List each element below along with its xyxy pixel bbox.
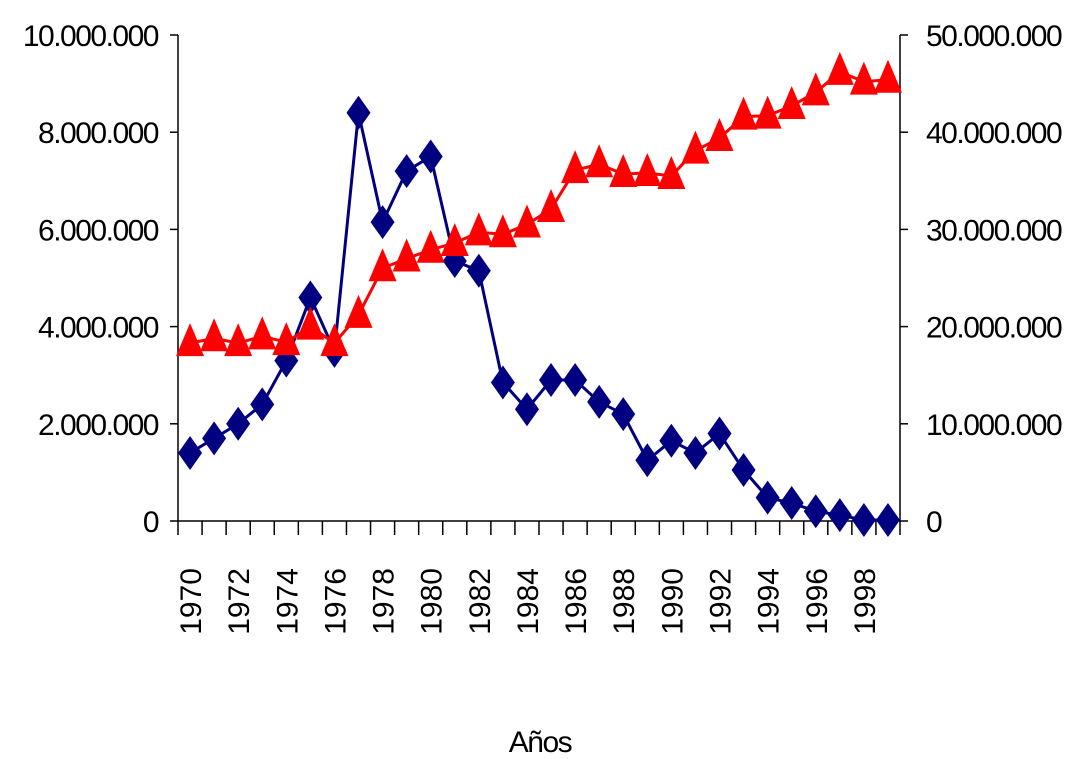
marker xyxy=(777,85,806,119)
marker xyxy=(200,318,229,352)
x-tick-label: 1976 xyxy=(319,568,352,635)
y-tick-label: 10.000.000 xyxy=(23,20,159,53)
marker xyxy=(250,387,275,422)
marker xyxy=(683,435,708,470)
x-tick-label: 1994 xyxy=(753,568,786,635)
x-tick-label: 1988 xyxy=(608,568,641,635)
marker xyxy=(659,423,684,458)
marker xyxy=(226,406,251,441)
marker xyxy=(561,150,590,184)
y-tick-label: 2.000.000 xyxy=(38,409,159,442)
marker xyxy=(464,212,493,246)
marker xyxy=(753,95,782,129)
marker xyxy=(488,214,517,248)
marker xyxy=(537,188,566,222)
x-tick-label: 1996 xyxy=(801,568,834,635)
y-tick-label: 8.000.000 xyxy=(38,117,159,150)
marker xyxy=(827,498,852,533)
y2-tick-label: 40.000.000 xyxy=(926,117,1062,150)
x-tick-label: 1998 xyxy=(849,568,882,635)
y2-tick-label: 30.000.000 xyxy=(926,214,1062,247)
marker xyxy=(272,322,301,356)
marker xyxy=(440,223,469,257)
marker xyxy=(755,480,780,515)
marker xyxy=(875,503,900,538)
marker xyxy=(563,363,588,398)
marker xyxy=(344,294,373,328)
marker xyxy=(248,316,277,350)
marker xyxy=(779,486,804,521)
marker xyxy=(633,153,662,187)
marker xyxy=(851,503,876,538)
series-line xyxy=(189,112,888,522)
marker xyxy=(490,365,515,400)
x-tick-label: 1972 xyxy=(223,568,256,635)
marker xyxy=(346,95,371,130)
marker xyxy=(803,494,828,529)
marker xyxy=(731,452,756,487)
marker xyxy=(825,51,854,85)
marker xyxy=(394,154,419,189)
x-tick-label: 1970 xyxy=(175,568,208,635)
x-tick-label: 1980 xyxy=(416,568,449,635)
marker xyxy=(368,248,397,282)
marker xyxy=(512,204,541,238)
marker xyxy=(418,139,443,174)
marker xyxy=(873,59,902,93)
x-tick-label: 1990 xyxy=(656,568,689,635)
marker xyxy=(585,144,614,178)
x-tick-label: 1982 xyxy=(464,568,497,635)
x-tick-label: 1984 xyxy=(512,568,545,635)
marker xyxy=(224,323,253,357)
x-axis-label: Años xyxy=(509,726,572,759)
marker xyxy=(514,392,539,427)
marker xyxy=(298,280,323,315)
marker xyxy=(587,384,612,419)
marker xyxy=(729,96,758,130)
y2-tick-label: 50.000.000 xyxy=(926,20,1062,53)
marker xyxy=(635,443,660,478)
marker xyxy=(707,416,732,451)
marker xyxy=(176,323,205,357)
marker xyxy=(849,61,878,95)
x-tick-label: 1974 xyxy=(271,568,304,635)
marker xyxy=(705,118,734,152)
marker xyxy=(416,229,445,263)
x-tick-label: 1986 xyxy=(560,568,593,635)
marker xyxy=(370,205,395,240)
y-tick-label: 4.000.000 xyxy=(38,312,159,345)
y2-tick-label: 10.000.000 xyxy=(926,409,1062,442)
x-tick-label: 1978 xyxy=(368,568,401,635)
y-tick-label: 0 xyxy=(143,506,159,539)
marker xyxy=(611,397,636,432)
marker xyxy=(392,238,421,272)
marker xyxy=(609,153,638,187)
marker xyxy=(320,323,349,357)
marker xyxy=(801,72,830,106)
marker xyxy=(657,155,686,189)
y-tick-label: 6.000.000 xyxy=(38,214,159,247)
marker xyxy=(681,130,710,164)
marker xyxy=(296,306,325,340)
marker xyxy=(178,435,203,470)
marker xyxy=(466,253,491,288)
marker xyxy=(202,421,227,456)
y2-tick-label: 0 xyxy=(926,506,942,539)
marker xyxy=(539,363,564,398)
y2-tick-label: 20.000.000 xyxy=(926,312,1062,345)
x-tick-label: 1992 xyxy=(705,568,738,635)
